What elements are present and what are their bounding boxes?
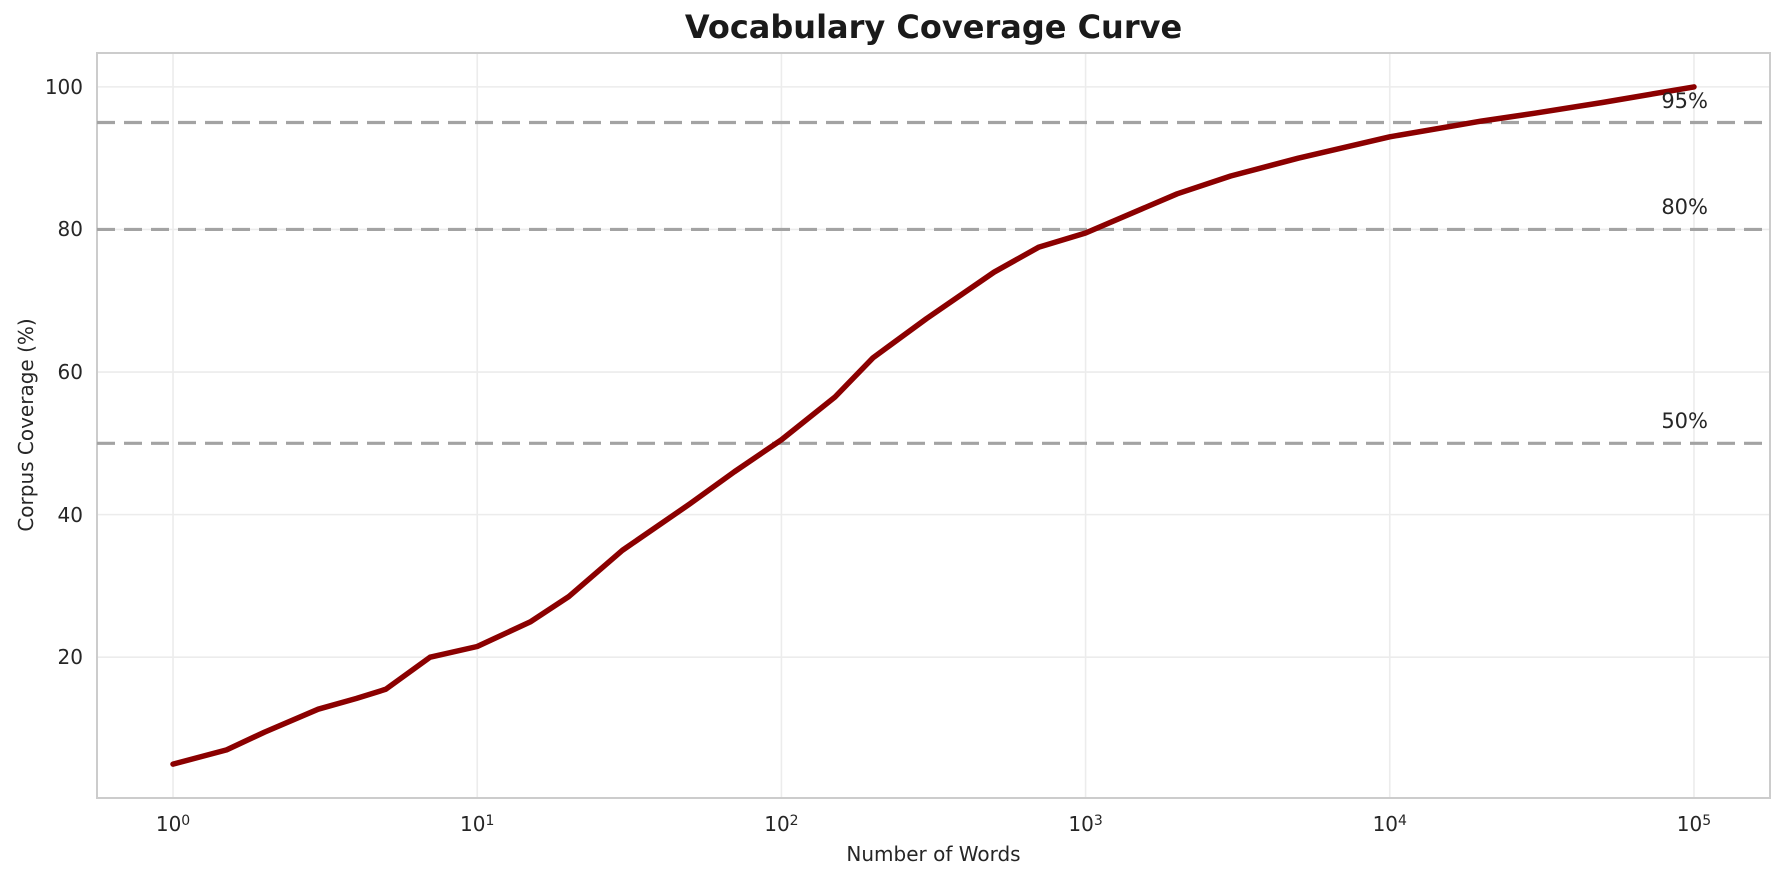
coverage-curve bbox=[170, 84, 1697, 767]
x-tick-label: 103 bbox=[1068, 812, 1103, 836]
x-axis-label: Number of Words bbox=[846, 842, 1021, 866]
x-tick-label: 102 bbox=[764, 812, 799, 836]
y-tick-label: 60 bbox=[57, 360, 83, 385]
x-tick-label: 104 bbox=[1372, 812, 1407, 836]
reference-line-label: 95% bbox=[1661, 88, 1708, 113]
y-tick-label: 80 bbox=[57, 217, 83, 242]
chart-title: Vocabulary Coverage Curve bbox=[684, 8, 1183, 46]
y-tick-label: 100 bbox=[44, 74, 83, 99]
plot-border bbox=[96, 52, 1771, 799]
reference-line-label: 80% bbox=[1661, 195, 1708, 220]
reference-line-label: 50% bbox=[1661, 409, 1708, 434]
x-tick-label: 105 bbox=[1676, 812, 1712, 836]
y-tick-label: 40 bbox=[57, 502, 83, 527]
x-tick-label: 100 bbox=[155, 812, 191, 836]
x-tick-label: 101 bbox=[460, 812, 495, 836]
y-axis-label: Corpus Coverage (%) bbox=[14, 318, 38, 532]
y-tick-label: 20 bbox=[57, 645, 83, 670]
